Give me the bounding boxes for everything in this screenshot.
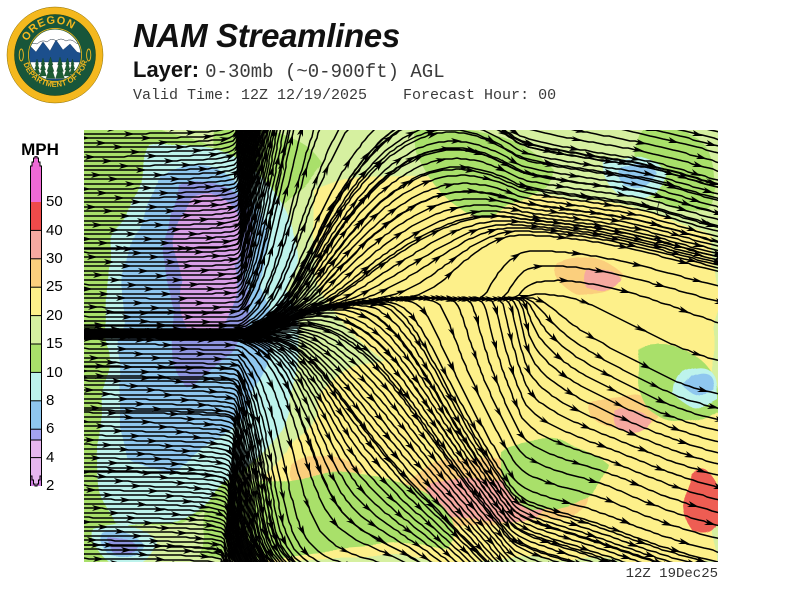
svg-text:8: 8 [46, 392, 54, 409]
svg-text:40: 40 [46, 222, 63, 239]
svg-text:10: 10 [46, 364, 63, 381]
svg-text:30: 30 [46, 250, 63, 267]
svg-text:50: 50 [46, 193, 63, 210]
svg-text:4: 4 [46, 449, 54, 466]
svg-text:25: 25 [46, 278, 63, 295]
svg-text:15: 15 [46, 335, 63, 352]
svg-text:2: 2 [46, 477, 54, 494]
svg-text:20: 20 [46, 307, 63, 324]
svg-text:6: 6 [46, 420, 54, 437]
